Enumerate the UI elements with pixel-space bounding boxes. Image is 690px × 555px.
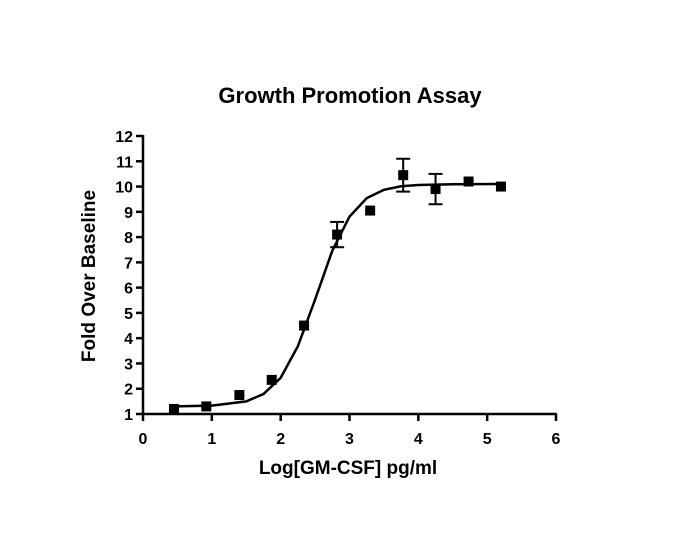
y-tick-label: 4 xyxy=(124,331,133,348)
point xyxy=(495,181,506,192)
point xyxy=(365,205,376,216)
point xyxy=(463,176,474,187)
y-tick-label: 11 xyxy=(116,154,133,171)
point xyxy=(299,320,310,331)
y-tick-label: 3 xyxy=(124,356,133,373)
point xyxy=(332,229,343,240)
y-tick-label: 1 xyxy=(124,407,133,424)
x-tick-label: 5 xyxy=(483,431,492,448)
x-axis-label: Log[GM-CSF] pg/ml xyxy=(259,458,437,479)
y-tick-label: 5 xyxy=(124,306,133,323)
y-tick-label: 10 xyxy=(115,180,133,197)
y-tick-label: 6 xyxy=(124,281,133,298)
x-tick-label: 2 xyxy=(276,431,285,448)
y-tick-label: 12 xyxy=(115,129,133,146)
point xyxy=(168,403,179,414)
x-tick-label: 3 xyxy=(345,431,354,448)
point xyxy=(234,390,245,401)
y-axis-label: Fold Over Baseline xyxy=(79,190,100,362)
chart-title: Growth Promotion Assay xyxy=(218,83,482,108)
point xyxy=(398,170,409,181)
y-tick-label: 8 xyxy=(124,230,133,247)
x-tick-label: 0 xyxy=(139,431,148,448)
y-tick-label: 9 xyxy=(124,205,133,222)
point xyxy=(430,184,441,195)
y-tick-label: 2 xyxy=(124,382,133,399)
point xyxy=(266,374,277,385)
x-tick-label: 1 xyxy=(207,431,216,448)
x-tick-label: 6 xyxy=(552,431,561,448)
x-tick-label: 4 xyxy=(414,431,423,448)
fit-curve xyxy=(173,182,501,408)
y-tick-label: 7 xyxy=(124,255,133,272)
